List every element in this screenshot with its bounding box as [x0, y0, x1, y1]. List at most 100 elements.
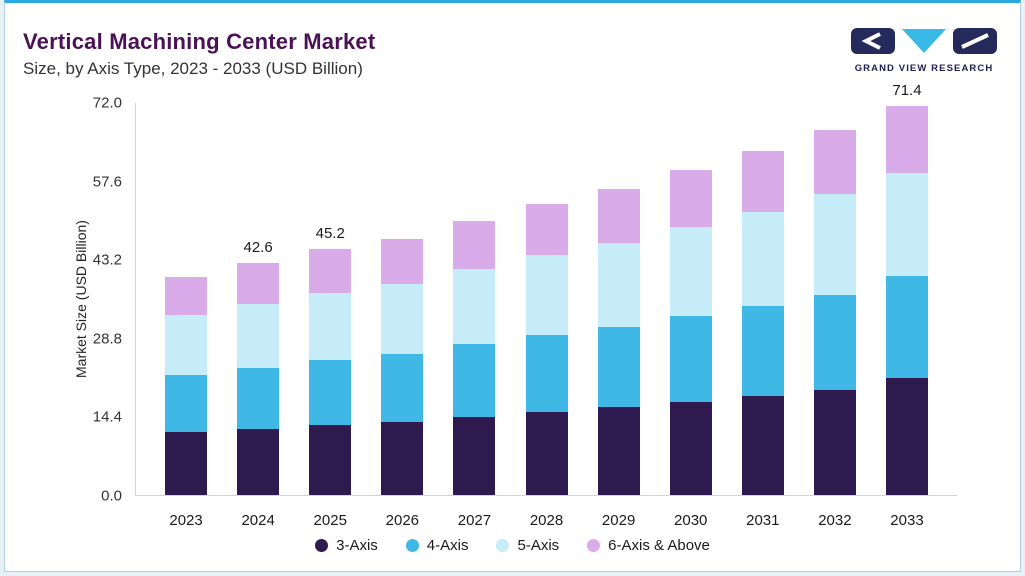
bar-segment-5-axis — [813, 194, 856, 295]
bar-slot-2029: 2029 — [583, 103, 655, 529]
bar-segment-6-axis-above — [237, 263, 280, 304]
stacked-bar-2024 — [237, 103, 280, 495]
y-tick-label: 0.0 — [101, 487, 122, 505]
bar-segment-5-axis — [381, 283, 424, 354]
x-axis-label-2031: 2031 — [746, 512, 780, 529]
legend-swatch-5-axis — [496, 539, 510, 552]
bar-segment-4-axis — [381, 354, 424, 422]
bar-slot-2027: 2027 — [438, 103, 510, 529]
stacked-bar-2030 — [669, 103, 712, 495]
bar-value-label: 45.2 — [315, 224, 345, 242]
bar-slot-2024: 42.6 2024 — [222, 103, 294, 529]
bar-segment-4-axis — [525, 334, 568, 412]
bar-segment-4-axis — [669, 316, 712, 402]
bar-segment-3-axis — [381, 421, 424, 495]
legend-swatch-6-axis-above — [587, 539, 601, 552]
bar-segment-6-axis-above — [669, 170, 712, 228]
chart-card: Vertical Machining Center Market Size, b… — [4, 0, 1021, 572]
bar-segment-4-axis — [309, 360, 352, 425]
bar-segment-5-axis — [741, 211, 784, 307]
x-axis-label-2032: 2032 — [818, 512, 852, 529]
stacked-bar-2032 — [813, 103, 856, 495]
gvr-logo: GRAND VIEW RESEARCH — [848, 27, 1000, 74]
legend-item-5-axis: 5-Axis — [496, 537, 559, 554]
x-axis-label-2026: 2026 — [385, 512, 420, 529]
y-axis-ticks: 72.0 57.6 43.2 28.8 14.4 0.0 — [5, 95, 122, 505]
bar-segment-3-axis — [237, 428, 280, 495]
chart-subtitle: Size, by Axis Type, 2023 - 2033 (USD Bil… — [23, 59, 363, 78]
bar-segment-5-axis — [669, 227, 712, 317]
bar-slot-2028: 2028 — [510, 103, 582, 529]
y-tick-label: 14.4 — [92, 408, 122, 426]
x-axis-label-2024: 2024 — [241, 512, 275, 529]
x-axis-label-2028: 2028 — [529, 512, 564, 529]
bar-segment-6-axis-above — [309, 248, 352, 293]
plot-area: 2023 42.6 2024 45.2 2025 2026 2027 2028 2029 2030… — [135, 82, 957, 529]
legend-swatch-3-axis — [315, 539, 329, 552]
bar-segment-4-axis — [885, 275, 928, 378]
stacked-bar-2027 — [453, 103, 496, 495]
bar-slot-2026: 2026 — [366, 103, 438, 529]
bar-segment-4-axis — [741, 306, 784, 397]
stacked-bar-2028 — [525, 103, 568, 495]
legend-item-6-axis-above: 6-Axis & Above — [587, 537, 710, 554]
legend-label: 6-Axis & Above — [608, 537, 710, 554]
y-tick-label: 57.6 — [92, 173, 122, 191]
bar-segment-3-axis — [597, 407, 640, 495]
gvr-logo-icon — [851, 28, 997, 54]
bar-segment-3-axis — [669, 401, 712, 495]
bar-segment-5-axis — [309, 292, 352, 360]
bar-segment-6-axis-above — [885, 106, 928, 173]
bar-segment-6-axis-above — [597, 189, 640, 243]
bar-segment-6-axis-above — [525, 204, 568, 256]
bar-segment-5-axis — [165, 315, 208, 376]
stacked-bar-2031 — [741, 103, 784, 495]
logo-text: GRAND VIEW RESEARCH — [854, 63, 994, 74]
bar-slot-2032: 2032 — [799, 103, 871, 529]
stacked-bar-2033 — [885, 103, 928, 495]
bar-segment-6-axis-above — [381, 238, 424, 284]
bar-segment-5-axis — [885, 172, 928, 276]
legend: 3-Axis 4-Axis 5-Axis 6-Axis & Above — [5, 537, 1020, 554]
x-axis-label-2030: 2030 — [674, 512, 708, 529]
legend-item-4-axis: 4-Axis — [405, 537, 469, 554]
bar-segment-5-axis — [453, 269, 496, 345]
bar-value-label: 71.4 — [892, 82, 922, 100]
bar-segment-5-axis — [237, 303, 280, 368]
x-axis-label-2033: 2033 — [890, 512, 924, 529]
bar-segment-6-axis-above — [813, 130, 856, 195]
bar-segment-3-axis — [309, 424, 352, 495]
stacked-bar-2026 — [381, 103, 424, 495]
x-axis-label-2029: 2029 — [601, 512, 636, 529]
x-axis-label-2027: 2027 — [457, 512, 492, 529]
bar-value-label: 42.6 — [243, 239, 273, 257]
bar-segment-4-axis — [453, 344, 496, 417]
bar-slot-2033: 71.4 2033 — [871, 82, 943, 529]
legend-label: 3-Axis — [336, 537, 378, 554]
bar-slot-2030: 2030 — [655, 103, 727, 529]
stacked-bar-2029 — [597, 103, 640, 495]
bar-segment-4-axis — [597, 326, 640, 408]
stacked-bar-2023 — [165, 103, 208, 495]
y-tick-label: 43.2 — [92, 251, 122, 269]
bar-segment-5-axis — [597, 242, 640, 327]
y-tick-label: 72.0 — [92, 94, 122, 112]
bar-slot-2031: 2031 — [727, 103, 799, 529]
bar-segment-6-axis-above — [165, 277, 208, 316]
bar-segment-6-axis-above — [453, 220, 496, 270]
bar-segment-6-axis-above — [741, 151, 784, 212]
bar-segment-5-axis — [525, 255, 568, 335]
bar-segment-3-axis — [885, 377, 928, 495]
bar-slot-2023: 2023 — [150, 103, 222, 529]
bar-segment-3-axis — [813, 390, 856, 495]
bar-segment-4-axis — [813, 294, 856, 391]
legend-label: 4-Axis — [426, 537, 469, 554]
y-tick-label: 28.8 — [92, 330, 122, 348]
x-axis-label-2023: 2023 — [169, 512, 203, 529]
bar-segment-3-axis — [453, 416, 496, 495]
chart-title: Vertical Machining Center Market — [23, 29, 376, 54]
stacked-bar-2025 — [309, 103, 352, 495]
bar-segment-4-axis — [237, 367, 280, 429]
legend-label: 5-Axis — [517, 537, 560, 554]
bar-segment-3-axis — [525, 411, 568, 495]
